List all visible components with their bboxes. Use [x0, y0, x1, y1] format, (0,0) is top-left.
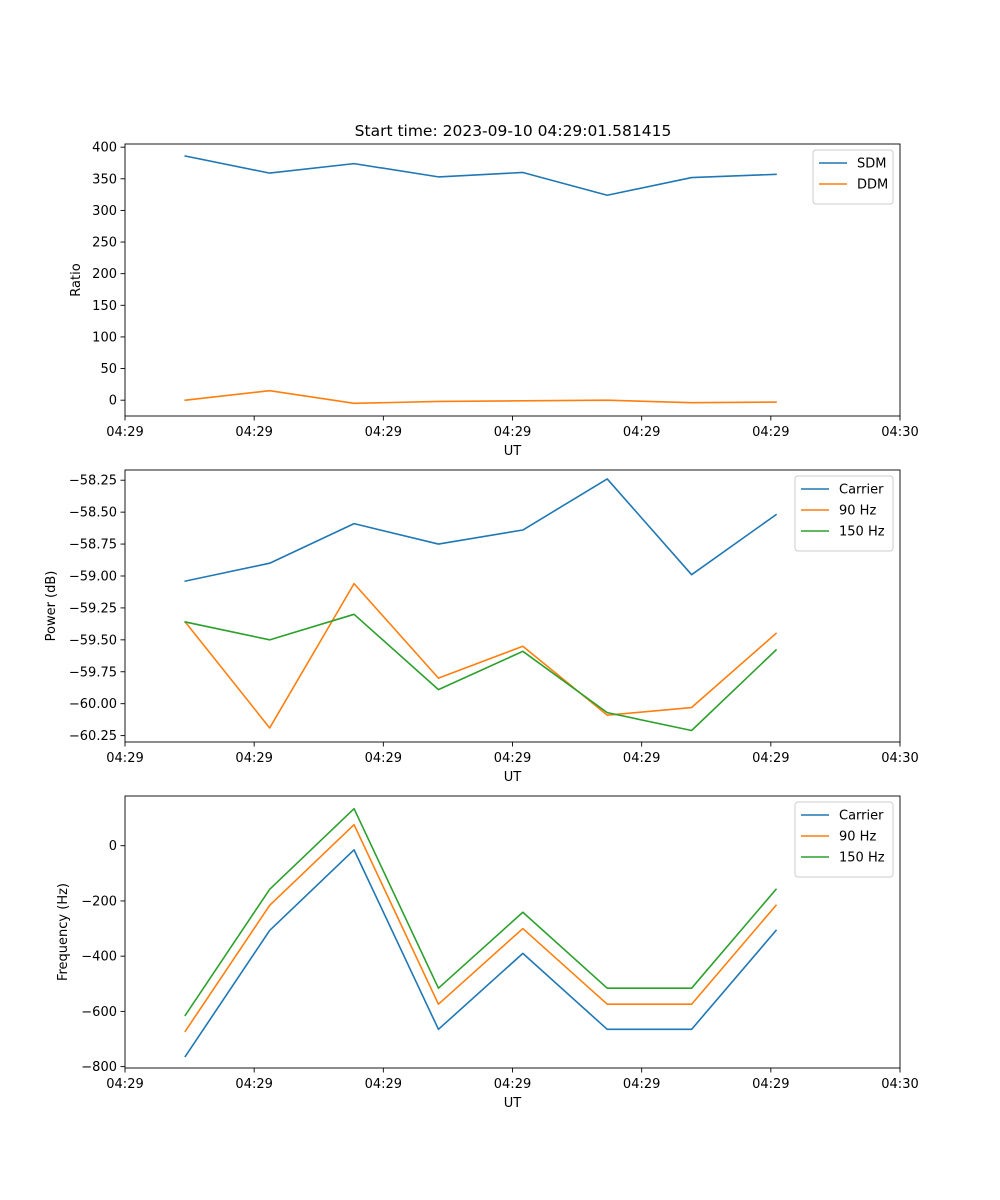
legend-entry-90-hz: 90 Hz	[839, 504, 876, 519]
legend-box	[794, 475, 894, 552]
y-tick-label: −800	[81, 1060, 117, 1075]
series-line-90-hz	[184, 823, 778, 1033]
x-axis-label: UT	[504, 444, 522, 459]
x-tick-label: 04:29	[752, 751, 789, 766]
x-tick-label: 04:29	[494, 751, 531, 766]
y-tick-label: 0	[109, 839, 117, 854]
y-tick-label: 350	[92, 172, 117, 187]
legend-box	[794, 801, 894, 878]
x-tick-label: 04:29	[106, 751, 143, 766]
figure-title: Start time: 2023-09-10 04:29:01.581415	[355, 122, 672, 140]
y-axis-label: Power (dB)	[44, 571, 59, 642]
y-tick-label: 50	[100, 362, 117, 377]
x-tick-label: 04:29	[235, 751, 272, 766]
y-tick-label: −200	[81, 894, 117, 909]
y-tick-label: 200	[92, 267, 117, 282]
x-tick-label: 04:30	[881, 751, 918, 766]
y-tick-label: −58.75	[69, 538, 117, 553]
series-line-150-hz	[184, 613, 778, 732]
y-tick-label: 300	[92, 204, 117, 219]
y-axis-label: Ratio	[69, 263, 84, 296]
y-tick-label: −59.50	[69, 633, 117, 648]
y-tick-label: −59.00	[69, 569, 117, 584]
x-axis-label: UT	[504, 770, 522, 785]
legend-entry-carrier: Carrier	[839, 483, 884, 498]
x-tick-label: 04:29	[494, 1077, 531, 1092]
y-tick-label: −400	[81, 950, 117, 965]
subplot-2: 04:29 04:29 04:29 04:29 04:29 04:29 04:30 −60.2…	[44, 469, 919, 785]
x-tick-label: 04:29	[106, 1077, 143, 1092]
y-tick-label: 400	[92, 141, 117, 156]
y-tick-label: −59.75	[69, 665, 117, 680]
series-line-carrier	[184, 849, 778, 1058]
legend-entry-carrier: Carrier	[839, 809, 884, 824]
y-tick-label: −60.25	[69, 729, 117, 744]
y-tick-label: −58.25	[69, 474, 117, 489]
legend-entry-ddm: DDM	[857, 178, 888, 193]
x-axis-label: UT	[504, 1096, 522, 1111]
series-line-ddm	[184, 389, 777, 405]
y-axis-label: Frequency (Hz)	[56, 883, 71, 981]
series-line-carrier	[184, 478, 778, 583]
x-tick-label: 04:29	[365, 751, 402, 766]
subplots-container: 04:29 04:29 04:29 04:29 04:29 04:29 04:30 0 50 10…	[44, 141, 919, 1111]
y-tick-label: −58.50	[69, 506, 117, 521]
x-tick-label: 04:29	[365, 425, 402, 440]
x-tick-label: 04:29	[752, 425, 789, 440]
y-tick-label: 100	[92, 330, 117, 345]
x-tick-label: 04:29	[365, 1077, 402, 1092]
x-tick-label: 04:29	[623, 425, 660, 440]
x-tick-label: 04:29	[752, 1077, 789, 1092]
legend-entry-90-hz: 90 Hz	[839, 830, 876, 845]
subplot-3: 04:29 04:29 04:29 04:29 04:29 04:29 04:30 −800 −…	[56, 795, 919, 1111]
x-tick-label: 04:29	[235, 1077, 272, 1092]
x-tick-label: 04:29	[106, 425, 143, 440]
legend-entry-150-hz: 150 Hz	[839, 851, 885, 866]
x-tick-label: 04:29	[494, 425, 531, 440]
series-line-90-hz	[184, 582, 778, 729]
y-tick-label: −600	[81, 1005, 117, 1020]
x-tick-label: 04:29	[235, 425, 272, 440]
x-tick-label: 04:30	[881, 425, 918, 440]
x-tick-label: 04:29	[623, 751, 660, 766]
x-tick-label: 04:29	[623, 1077, 660, 1092]
x-tick-label: 04:30	[881, 1077, 918, 1092]
subplot-1: 04:29 04:29 04:29 04:29 04:29 04:29 04:30 0 50 10…	[69, 141, 919, 459]
y-tick-label: −59.25	[69, 601, 117, 616]
legend-entry-150-hz: 150 Hz	[839, 525, 885, 540]
y-tick-label: −60.00	[69, 697, 117, 712]
y-tick-label: 0	[109, 394, 117, 409]
series-line-150-hz	[184, 807, 778, 1017]
y-tick-label: 150	[92, 299, 117, 314]
legend-entry-sdm: SDM	[857, 157, 886, 172]
series-line-sdm	[184, 155, 777, 197]
y-tick-label: 250	[92, 236, 117, 251]
